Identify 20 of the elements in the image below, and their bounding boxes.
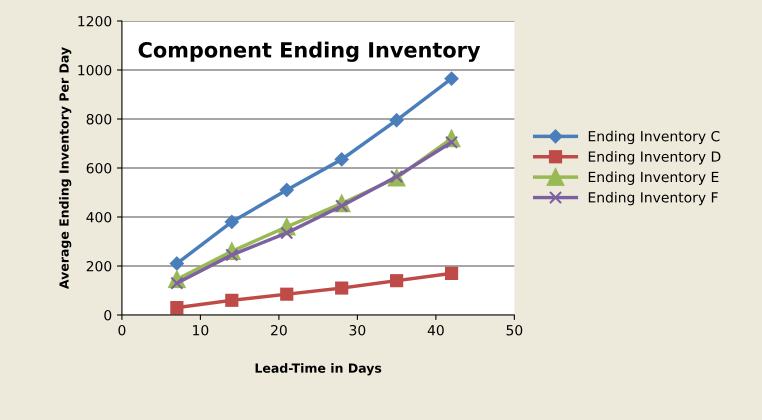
x-tick-label: 40 (428, 324, 444, 336)
x-tick-label: 20 (271, 324, 287, 336)
x-tick-label: 50 (506, 324, 522, 336)
legend-label: Ending Inventory E (588, 171, 718, 185)
y-tick-label: 0 (104, 310, 112, 320)
x-tick-label: 10 (193, 324, 208, 336)
x-tick-label: 0 (118, 324, 126, 336)
y-tick-label: 1000 (78, 64, 112, 76)
y-tick-label: 800 (86, 114, 112, 124)
text: Component Ending Inventory (138, 42, 480, 62)
x-axis-title: Lead-Time in Days (256, 363, 382, 376)
y-axis-title: Average Ending Inventory Per Day (59, 47, 72, 289)
y-tick-label: 600 (86, 162, 112, 174)
legend-label: Ending Inventory C (588, 130, 720, 144)
y-tick-label: 1200 (78, 16, 112, 26)
legend-label: Ending Inventory D (588, 151, 720, 165)
x-tick-label: 30 (350, 324, 366, 336)
y-tick-label: 200 (86, 260, 112, 272)
legend-label: Ending Inventory F (588, 192, 718, 206)
y-tick-label: 400 (86, 212, 112, 222)
